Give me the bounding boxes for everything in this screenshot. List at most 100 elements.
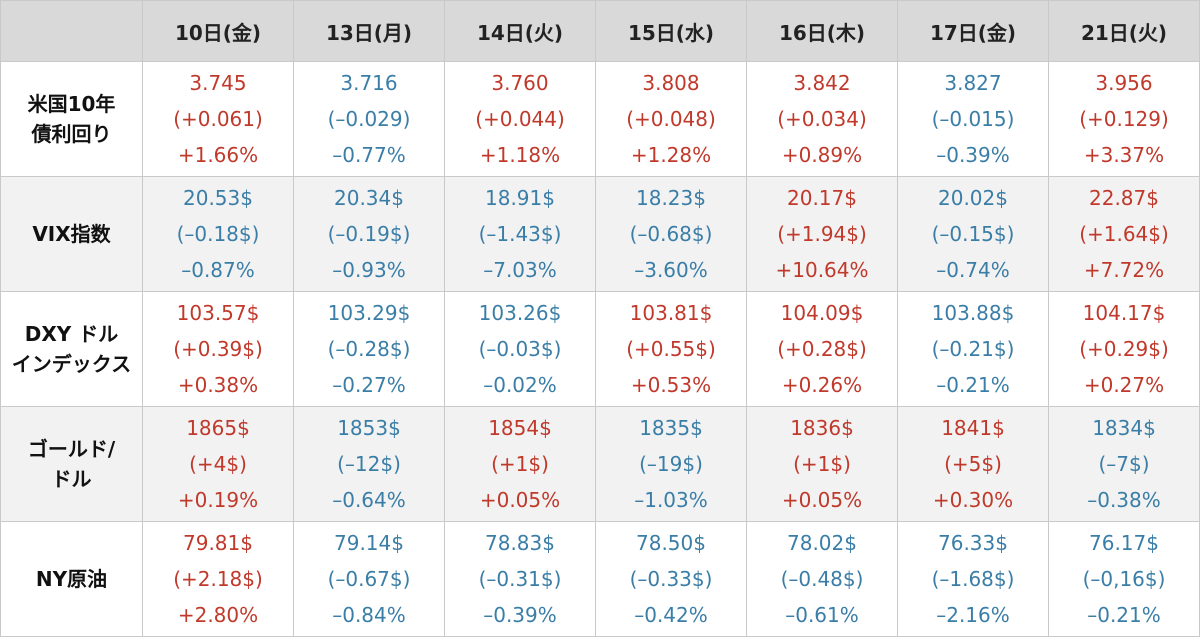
cell-value: 20.02$	[938, 186, 1008, 210]
cell-value: 3.745	[189, 71, 247, 95]
cell-change: (–12$)	[337, 452, 401, 476]
cell-change: (–0.19$)	[327, 222, 411, 246]
row-label-line: ドル	[51, 467, 92, 491]
cell-percent: +0.30%	[932, 488, 1014, 512]
table-header: 10日(金) 13日(月) 14日(火) 15日(水) 16日(木) 17日(金…	[0, 0, 1200, 62]
column-header: 16日(木)	[746, 0, 898, 62]
data-cell: 1835$ (–19$) –1.03%	[595, 406, 747, 522]
cell-percent: +1.18%	[479, 143, 561, 167]
cell-change: (–0.15$)	[931, 222, 1015, 246]
data-cell: 20.34$ (–0.19$) –0.93%	[293, 176, 445, 292]
cell-change: (–0.18$)	[176, 222, 260, 246]
row-label-line: 米国10年	[27, 92, 116, 116]
data-cell: 104.17$ (+0.29$) +0.27%	[1048, 291, 1200, 407]
cell-change: (+5$)	[944, 452, 1002, 476]
row-label: NY原油	[0, 521, 143, 637]
cell-change: (–0.48$)	[780, 567, 864, 591]
cell-change: (–0.015)	[931, 107, 1015, 131]
cell-percent: –7.03%	[483, 258, 557, 282]
data-cell: 18.91$ (–1.43$) –7.03%	[444, 176, 596, 292]
cell-percent: –2.16%	[936, 603, 1010, 627]
data-cell: 104.09$ (+0.28$) +0.26%	[746, 291, 898, 407]
cell-value: 79.81$	[183, 531, 253, 555]
data-cell: 103.81$ (+0.55$) +0.53%	[595, 291, 747, 407]
row-label: DXY ドル インデックス	[0, 291, 143, 407]
cell-value: 3.716	[340, 71, 398, 95]
cell-value: 103.81$	[629, 301, 713, 325]
data-cell: 1865$ (+4$) +0.19%	[142, 406, 294, 522]
data-cell: 1854$ (+1$) +0.05%	[444, 406, 596, 522]
cell-percent: +0.53%	[630, 373, 712, 397]
data-cell: 20.02$ (–0.15$) –0.74%	[897, 176, 1049, 292]
cell-percent: +0.05%	[781, 488, 863, 512]
data-cell: 79.81$ (+2.18$) +2.80%	[142, 521, 294, 637]
cell-percent: –0.42%	[634, 603, 708, 627]
row-label-line: DXY ドル	[24, 322, 119, 346]
cell-value: 1835$	[639, 416, 703, 440]
cell-percent: –0.84%	[332, 603, 406, 627]
table-row: DXY ドル インデックス 103.57$ (+0.39$) +0.38% 103.29$…	[0, 291, 1200, 407]
cell-percent: +3.37%	[1083, 143, 1165, 167]
cell-percent: –0.38%	[1087, 488, 1161, 512]
cell-change: (+4$)	[189, 452, 247, 476]
cell-value: 103.29$	[327, 301, 411, 325]
cell-value: 103.57$	[176, 301, 260, 325]
cell-value: 78.83$	[485, 531, 555, 555]
data-cell: 20.53$ (–0.18$) –0.87%	[142, 176, 294, 292]
data-cell: 3.745 (+0.061) +1.66%	[142, 61, 294, 177]
cell-change: (–1.43$)	[478, 222, 562, 246]
row-label-line: インデックス	[11, 352, 132, 376]
cell-change: (+0.061)	[173, 107, 263, 131]
column-header: 21日(火)	[1048, 0, 1200, 62]
cell-value: 1865$	[186, 416, 250, 440]
data-cell: 3.716 (–0.029) –0.77%	[293, 61, 445, 177]
data-cell: 18.23$ (–0.68$) –3.60%	[595, 176, 747, 292]
table-body: 米国10年 債利回り 3.745 (+0.061) +1.66% 3.716 (–0.029…	[0, 61, 1200, 637]
cell-value: 3.842	[793, 71, 851, 95]
data-cell: 103.26$ (–0.03$) –0.02%	[444, 291, 596, 407]
cell-value: 18.23$	[636, 186, 706, 210]
cell-percent: –0.21%	[1087, 603, 1161, 627]
cell-value: 1841$	[941, 416, 1005, 440]
cell-change: (–0.33$)	[629, 567, 713, 591]
cell-change: (–0.67$)	[327, 567, 411, 591]
cell-change: (–7$)	[1098, 452, 1150, 476]
cell-change: (–1.68$)	[931, 567, 1015, 591]
cell-change: (+0.048)	[626, 107, 716, 131]
cell-percent: –0.61%	[785, 603, 859, 627]
data-cell: 78.50$ (–0.33$) –0.42%	[595, 521, 747, 637]
cell-percent: +0.19%	[177, 488, 259, 512]
row-label-line: VIX指数	[32, 222, 111, 246]
cell-percent: –0.64%	[332, 488, 406, 512]
cell-change: (+0.129)	[1079, 107, 1169, 131]
cell-change: (–0.28$)	[327, 337, 411, 361]
row-label: 米国10年債利回り	[0, 61, 143, 177]
cell-value: 22.87$	[1089, 186, 1159, 210]
cell-percent: –0.27%	[332, 373, 406, 397]
cell-change: (+0.39$)	[173, 337, 263, 361]
data-cell: 22.87$ (+1.64$) +7.72%	[1048, 176, 1200, 292]
cell-value: 3.956	[1095, 71, 1153, 95]
cell-change: (+1.64$)	[1079, 222, 1169, 246]
data-cell: 76.33$ (–1.68$) –2.16%	[897, 521, 1049, 637]
cell-percent: –0.02%	[483, 373, 557, 397]
cell-value: 78.50$	[636, 531, 706, 555]
cell-change: (–0.68$)	[629, 222, 713, 246]
cell-percent: –3.60%	[634, 258, 708, 282]
row-label-line: NY原油	[35, 567, 108, 591]
column-header: 13日(月)	[293, 0, 445, 62]
data-cell: 103.88$ (–0.21$) –0.21%	[897, 291, 1049, 407]
cell-value: 20.34$	[334, 186, 404, 210]
cell-change: (+0.034)	[777, 107, 867, 131]
column-header: 10日(金)	[142, 0, 294, 62]
cell-value: 20.17$	[787, 186, 857, 210]
data-cell: 79.14$ (–0.67$) –0.84%	[293, 521, 445, 637]
row-label: VIX指数	[0, 176, 143, 292]
cell-percent: +1.28%	[630, 143, 712, 167]
row-label-line: 債利回り	[31, 122, 112, 146]
cell-percent: –0.21%	[936, 373, 1010, 397]
table-row: NY原油 79.81$ (+2.18$) +2.80% 79.14$ (–0.67$) –0…	[0, 521, 1200, 637]
cell-value: 103.88$	[931, 301, 1015, 325]
row-label-line: ゴールド/	[27, 437, 116, 461]
data-cell: 78.02$ (–0.48$) –0.61%	[746, 521, 898, 637]
